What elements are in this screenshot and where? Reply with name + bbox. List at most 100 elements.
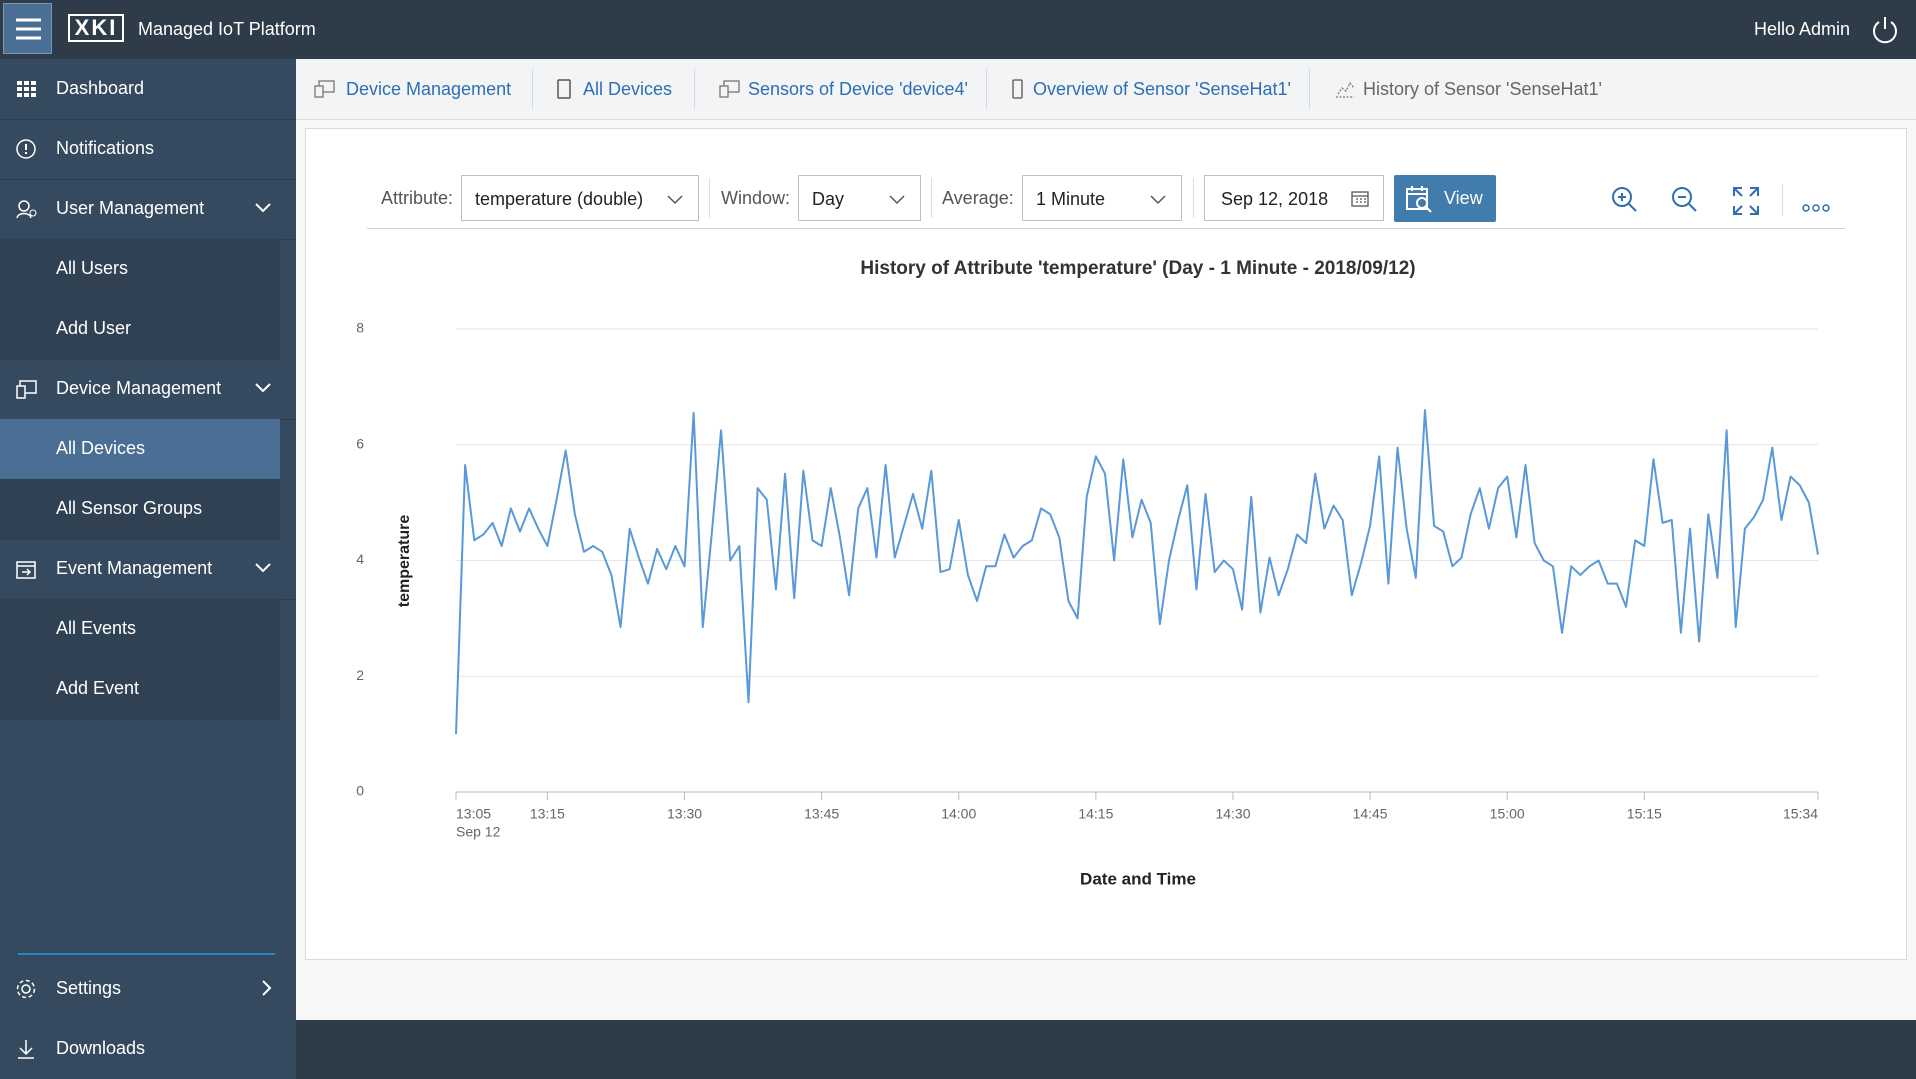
logout-button[interactable]: [1870, 14, 1900, 44]
nav-item[interactable]: User Management: [0, 179, 296, 240]
icon: [314, 80, 335, 98]
chevron: [889, 195, 905, 205]
date-picker[interactable]: Sep 12, 2018: [1204, 175, 1384, 221]
icon: [557, 79, 571, 99]
x-tick-label: 13:05: [456, 806, 491, 822]
separator: [986, 69, 987, 109]
nav-label: All Events: [56, 618, 137, 638]
breadcrumbs: Device Management All Devices Sensors of…: [296, 59, 1916, 120]
y-tick-label: 6: [356, 435, 364, 451]
top-bar: XKI Managed IoT Platform Hello Admin: [0, 0, 1916, 59]
select-value: 1 Minute: [1036, 189, 1106, 209]
breadcrumb-link[interactable]: Device Management: [346, 79, 512, 99]
nav-label: Add User: [56, 318, 132, 338]
nav-item[interactable]: All Users: [0, 239, 280, 300]
y-axis-title: temperature: [396, 515, 413, 608]
x-tick-label: 13:45: [804, 806, 839, 822]
icon: [16, 561, 36, 579]
menu-button[interactable]: [3, 3, 52, 54]
icon: [16, 139, 36, 159]
attribute-select[interactable]: temperature (double): [461, 175, 699, 221]
more[interactable]: [1802, 204, 1830, 212]
icon: [1012, 79, 1023, 99]
separator: [1782, 184, 1783, 216]
separator: [931, 178, 932, 218]
icon: [16, 979, 36, 999]
select-value: temperature (double): [475, 189, 644, 209]
breadcrumb-current: History of Sensor 'SenseHat1': [1363, 79, 1602, 99]
footer-bar: [296, 1020, 1916, 1079]
y-tick-label: 4: [356, 551, 364, 567]
x-tick-label: 13:15: [530, 806, 565, 822]
nav-label: Add Event: [56, 678, 140, 698]
field-label: Average:: [942, 188, 1014, 208]
chart-title: History of Attribute 'temperature' (Day …: [860, 258, 1415, 279]
chevron: [667, 195, 683, 205]
toolbar-border: [367, 228, 1845, 229]
nav-item-selected[interactable]: All Devices: [0, 419, 280, 480]
nav-item[interactable]: Settings: [0, 959, 296, 1019]
divider: [18, 953, 275, 955]
icon: [1336, 81, 1355, 98]
nav-label: All Users: [56, 258, 129, 278]
x-tick-label: 14:30: [1215, 806, 1250, 822]
nav-label: User Management: [56, 198, 205, 218]
view-button[interactable]: View: [1394, 175, 1496, 222]
data-line: [455, 409, 1819, 735]
zoom-in[interactable]: [1612, 187, 1637, 212]
x-tick-label: 15:15: [1627, 806, 1662, 822]
breadcrumb-link[interactable]: Sensors of Device 'device4': [748, 79, 968, 99]
separator: [1193, 178, 1194, 218]
window-select[interactable]: Day: [798, 175, 921, 221]
nav-item[interactable]: Event Management: [0, 539, 296, 600]
icon: [17, 81, 36, 97]
nav-label: Device Management: [56, 378, 222, 398]
separator: [1309, 69, 1310, 109]
nav-item[interactable]: Device Management: [0, 359, 296, 420]
chevron: [262, 980, 272, 996]
chart: History of Attribute 'temperature' (Day …: [356, 258, 1819, 888]
x-tick-label: 15:00: [1490, 806, 1525, 822]
select-value: Day: [812, 189, 845, 209]
x-tick-label: 14:15: [1078, 806, 1113, 822]
x-tick-date: Sep 12: [456, 824, 501, 840]
nav-label: Settings: [56, 978, 122, 998]
date-value: Sep 12, 2018: [1221, 189, 1329, 209]
nav-item[interactable]: Add User: [0, 299, 280, 360]
nav-label: All Devices: [56, 438, 146, 458]
breadcrumb-link[interactable]: Overview of Sensor 'SenseHat1': [1033, 79, 1291, 99]
nav-item[interactable]: All Sensor Groups: [0, 479, 280, 540]
calendar-icon: [1351, 191, 1369, 207]
x-axis-title: Date and Time: [1080, 869, 1196, 888]
nav-item[interactable]: Add Event: [0, 659, 280, 720]
x-tick-label: 14:00: [941, 806, 976, 822]
nav-item[interactable]: Notifications: [0, 119, 296, 180]
icon: [16, 380, 37, 399]
nav-label: Dashboard: [56, 78, 145, 98]
average-select[interactable]: 1 Minute: [1022, 175, 1182, 221]
x-tick-label: 15:34: [1783, 806, 1818, 822]
x-tick-label: 14:45: [1353, 806, 1388, 822]
nav-item[interactable]: Dashboard: [0, 59, 296, 120]
button-label: View: [1444, 188, 1483, 208]
logo: XKI: [68, 14, 124, 42]
icon: [1406, 186, 1432, 213]
field-label: Attribute:: [381, 188, 454, 208]
breadcrumb-link[interactable]: All Devices: [583, 79, 673, 99]
y-tick-label: 0: [356, 783, 364, 799]
chevron: [255, 383, 271, 393]
nav-label: Notifications: [56, 138, 155, 158]
nav-item[interactable]: All Events: [0, 599, 280, 660]
nav-item[interactable]: Downloads: [0, 1019, 296, 1079]
zoom-out[interactable]: [1672, 187, 1697, 212]
nav-label: Event Management: [56, 558, 213, 578]
sidebar: Dashboard Notifications User Management …: [0, 59, 296, 1079]
nav-label: All Sensor Groups: [56, 498, 203, 518]
nav-label: Downloads: [56, 1038, 146, 1058]
separator: [532, 69, 533, 109]
separator: [709, 178, 710, 218]
field-label: Window:: [721, 188, 791, 208]
fullscreen[interactable]: [1733, 187, 1759, 215]
x-tick-label: 13:30: [667, 806, 702, 822]
